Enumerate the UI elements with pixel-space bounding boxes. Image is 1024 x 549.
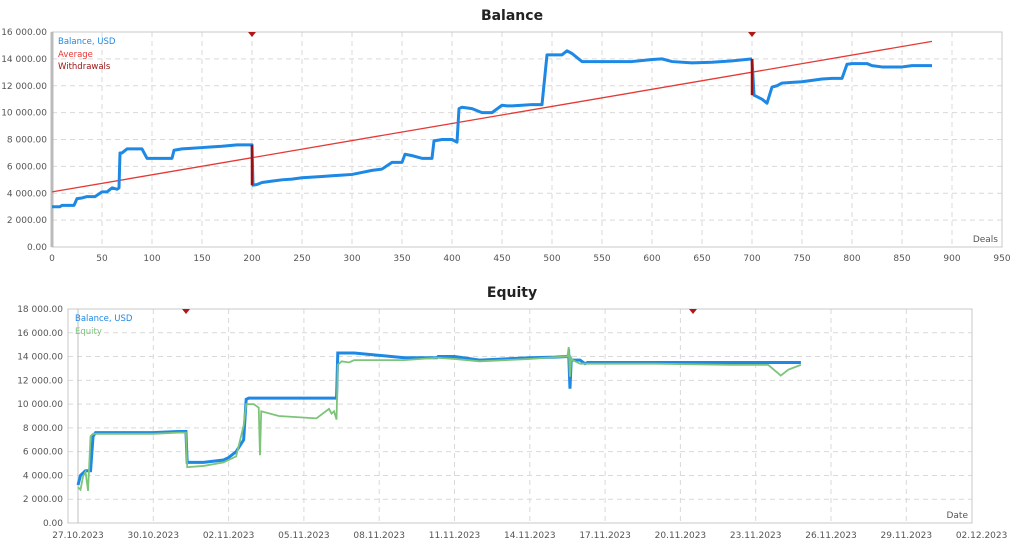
- legend-average: Average: [58, 50, 93, 60]
- x-tick-label: 08.11.2023: [353, 531, 405, 541]
- x-tick-label: 17.11.2023: [579, 531, 631, 541]
- y-tick-label: 0.00: [27, 243, 47, 253]
- x-tick-label: 750: [793, 254, 810, 264]
- x-tick-label: 150: [193, 254, 210, 264]
- x-tick-label: 550: [593, 254, 610, 264]
- x-tick-label: 14.11.2023: [504, 531, 556, 541]
- y-tick-label: 6 000.00: [23, 448, 63, 458]
- balance-line: [750, 58, 932, 105]
- y-tick-label: 16 000.00: [17, 329, 63, 339]
- x-tick-label: 900: [943, 254, 960, 264]
- x-tick-label: 100: [143, 254, 160, 264]
- x-axis-label: Date: [946, 511, 968, 521]
- y-tick-label: 8 000.00: [23, 424, 63, 434]
- y-tick-label: 6 000.00: [7, 162, 47, 172]
- plot-frame: [67, 308, 973, 524]
- y-tick-label: 14 000.00: [17, 353, 63, 363]
- y-tick-label: 4 000.00: [7, 189, 47, 199]
- x-tick-label: 05.11.2023: [278, 531, 330, 541]
- x-tick-label: 500: [543, 254, 560, 264]
- x-tick-label: 850: [893, 254, 910, 264]
- x-tick-label: 350: [393, 254, 410, 264]
- x-axis-label: Deals: [973, 235, 998, 245]
- x-tick-label: 02.12.2023: [956, 531, 1008, 541]
- x-tick-label: 600: [643, 254, 660, 264]
- withdrawal-marker-icon: [689, 309, 697, 314]
- legend-balance: Balance, USD: [75, 314, 133, 324]
- x-tick-label: 0: [49, 254, 55, 264]
- equity-line: [77, 346, 802, 492]
- x-tick-label: 950: [993, 254, 1010, 264]
- withdrawal-marker-icon: [182, 309, 190, 314]
- y-tick-label: 2 000.00: [23, 495, 63, 505]
- balance-chart-title: Balance: [480, 8, 544, 24]
- x-tick-label: 11.11.2023: [429, 531, 481, 541]
- average-line: [51, 40, 933, 193]
- legend-withdrawals: Withdrawals: [58, 62, 111, 72]
- x-tick-label: 27.10.2023: [52, 531, 104, 541]
- y-tick-label: 0.00: [43, 519, 63, 529]
- x-tick-label: 800: [843, 254, 860, 264]
- x-tick-label: 29.11.2023: [881, 531, 933, 541]
- y-tick-label: 14 000.00: [1, 55, 47, 65]
- y-tick-label: 10 000.00: [1, 109, 47, 119]
- y-tick-label: 2 000.00: [7, 216, 47, 226]
- x-tick-label: 20.11.2023: [655, 531, 707, 541]
- y-tick-label: 16 000.00: [1, 28, 47, 38]
- x-tick-label: 02.11.2023: [203, 531, 255, 541]
- x-tick-label: 250: [293, 254, 310, 264]
- x-tick-label: 23.11.2023: [730, 531, 782, 541]
- withdrawal-marker-icon: [248, 32, 256, 37]
- legend-balance: Balance, USD: [58, 37, 116, 47]
- x-tick-label: 200: [243, 254, 260, 264]
- balance-chart: 0 50 100 150 200 250 300 350 400 450 500 550 600 650 7…: [1, 28, 1011, 264]
- x-tick-label: 26.11.2023: [805, 531, 857, 541]
- x-tick-label: 30.10.2023: [128, 531, 180, 541]
- y-tick-label: 10 000.00: [17, 400, 63, 410]
- x-tick-label: 650: [693, 254, 710, 264]
- x-tick-label: 50: [96, 254, 108, 264]
- x-tick-label: 400: [443, 254, 460, 264]
- y-tick-label: 18 000.00: [17, 305, 63, 315]
- withdrawal-marker-icon: [748, 32, 756, 37]
- y-tick-label: 12 000.00: [17, 376, 63, 386]
- x-tick-label: 300: [343, 254, 360, 264]
- balance-line: [52, 49, 753, 209]
- y-tick-label: 12 000.00: [1, 82, 47, 92]
- legend-equity: Equity: [75, 327, 102, 337]
- y-tick-label: 4 000.00: [23, 471, 63, 481]
- x-tick-label: 450: [493, 254, 510, 264]
- y-tick-label: 8 000.00: [7, 136, 47, 146]
- equity-chart-title: Equity: [486, 285, 538, 301]
- x-tick-label: 700: [743, 254, 760, 264]
